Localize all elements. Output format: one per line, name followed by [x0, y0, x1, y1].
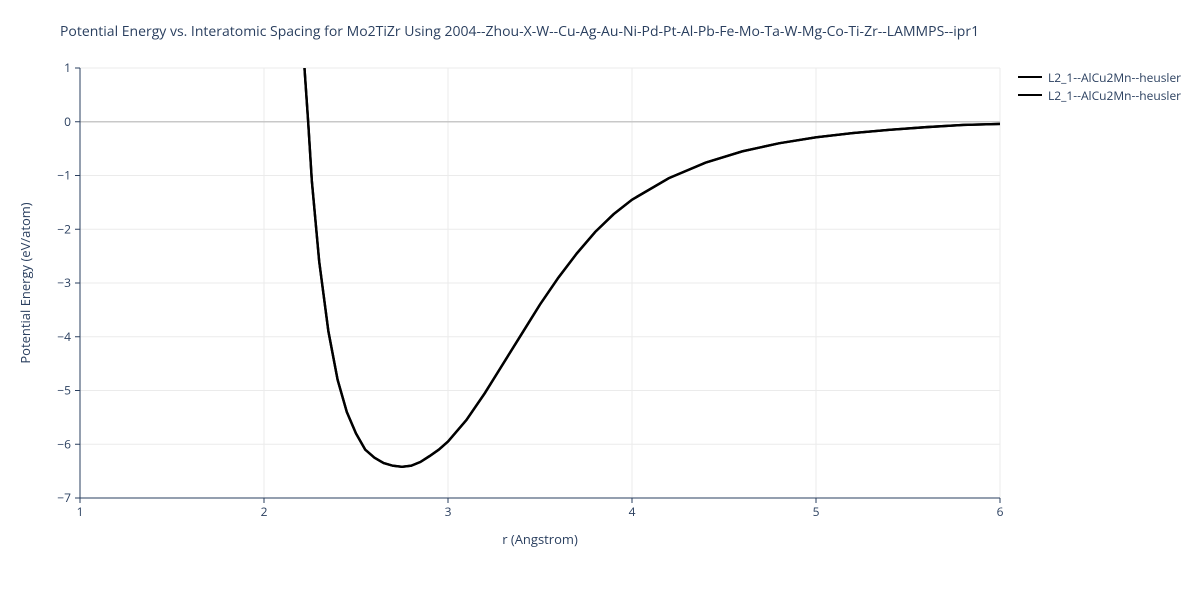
svg-text:2: 2 [261, 503, 268, 520]
x-axis-title: r (Angstrom) [80, 530, 1000, 548]
svg-text:3: 3 [445, 503, 452, 520]
legend-item-0[interactable]: L2_1--AlCu2Mn--heusler [1018, 68, 1181, 86]
chart-title: Potential Energy vs. Interatomic Spacing… [60, 22, 979, 41]
svg-text:−5: −5 [57, 382, 71, 399]
svg-text:6: 6 [997, 503, 1004, 520]
svg-text:5: 5 [813, 503, 820, 520]
y-axis-title: Potential Energy (eV/atom) [16, 68, 36, 498]
svg-text:−4: −4 [57, 328, 71, 345]
legend-label: L2_1--AlCu2Mn--heusler [1048, 69, 1181, 86]
svg-text:1: 1 [77, 503, 84, 520]
legend-label: L2_1--AlCu2Mn--heusler [1048, 87, 1181, 104]
svg-text:−3: −3 [57, 274, 71, 291]
series-0[interactable] [304, 68, 1000, 467]
svg-text:−6: −6 [57, 435, 71, 452]
legend[interactable]: L2_1--AlCu2Mn--heuslerL2_1--AlCu2Mn--heu… [1018, 68, 1181, 104]
plot-area[interactable]: 123456−7−6−5−4−3−2−101 [80, 68, 1000, 498]
svg-text:−7: −7 [57, 489, 71, 506]
svg-text:−1: −1 [57, 167, 71, 184]
svg-text:4: 4 [629, 503, 636, 520]
legend-swatch [1018, 94, 1042, 96]
legend-item-1[interactable]: L2_1--AlCu2Mn--heusler [1018, 86, 1181, 104]
svg-text:−2: −2 [57, 220, 71, 237]
svg-text:1: 1 [64, 59, 71, 76]
series-1[interactable] [304, 68, 1000, 467]
legend-swatch [1018, 76, 1042, 78]
chart-container: Potential Energy vs. Interatomic Spacing… [0, 0, 1200, 600]
svg-text:0: 0 [64, 113, 71, 130]
